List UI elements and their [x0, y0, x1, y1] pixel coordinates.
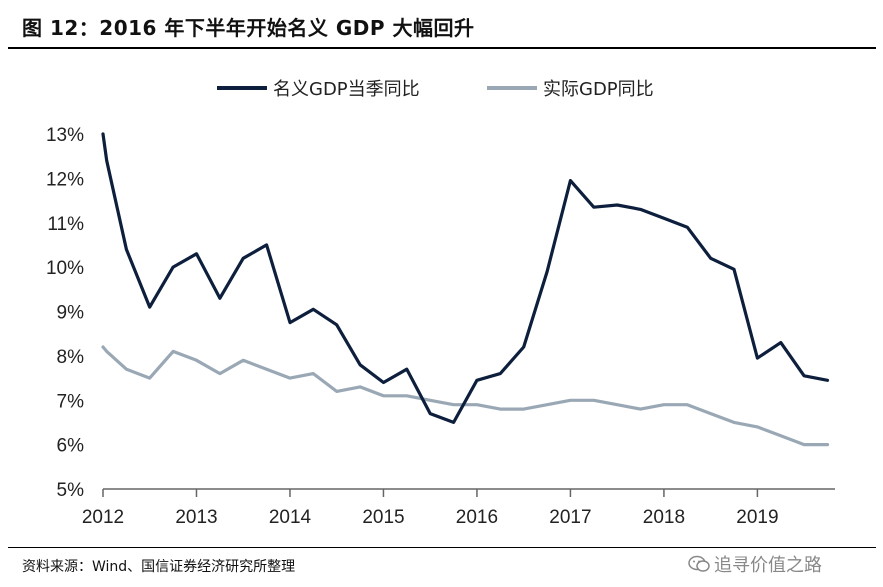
wechat-icon: [688, 555, 710, 572]
y-tick-label: 8%: [57, 347, 85, 368]
x-tick-label: 2013: [175, 507, 217, 528]
y-tick-label: 13%: [46, 125, 84, 146]
y-tick-label: 5%: [57, 480, 85, 501]
series-line-1: [101, 132, 830, 424]
bottom-rule: [8, 547, 876, 548]
x-tick-label: 2018: [643, 507, 685, 528]
x-tick-label: 2015: [362, 507, 404, 528]
line-chart: 名义GDP当季同比 实际GDP同比 5%6%7%8%9%10%11%12%13% …: [46, 79, 835, 528]
x-tick-label: 2014: [269, 507, 312, 528]
x-tick-label: 2017: [549, 507, 591, 528]
legend: 名义GDP当季同比 实际GDP同比: [217, 79, 654, 100]
x-tick-label: 2016: [456, 507, 498, 528]
top-rule: [8, 47, 876, 49]
x-tick-label: 2012: [82, 507, 124, 528]
figure-title: 图 12：2016 年下半年开始名义 GDP 大幅回升: [22, 16, 475, 40]
y-tick-label: 9%: [57, 303, 85, 324]
y-tick-label: 6%: [57, 436, 85, 457]
legend-label: 实际GDP同比: [543, 79, 654, 100]
x-tick-label: 2019: [736, 507, 778, 528]
y-tick-label: 12%: [46, 169, 84, 190]
y-tick-label: 11%: [47, 214, 84, 235]
watermark-text: 追寻价值之路: [714, 555, 822, 576]
y-tick-label: 7%: [57, 391, 85, 412]
legend-label: 名义GDP当季同比: [273, 79, 420, 100]
watermark: 追寻价值之路: [688, 551, 822, 577]
figure-header: 图 12：2016 年下半年开始名义 GDP 大幅回升: [0, 0, 883, 50]
series-line-2: [101, 345, 830, 447]
y-axis: 5% 6% 7% 8% 9% 10% 11% 12% 13%: [46, 125, 84, 501]
source-note: 资料来源：Wind、国信证券经济研究所整理: [22, 559, 296, 575]
x-axis: 2012 2013 2014 2015 2016 2017 2018 2019: [82, 488, 835, 528]
y-tick-label: 10%: [46, 258, 84, 279]
series-layer: [101, 132, 830, 447]
